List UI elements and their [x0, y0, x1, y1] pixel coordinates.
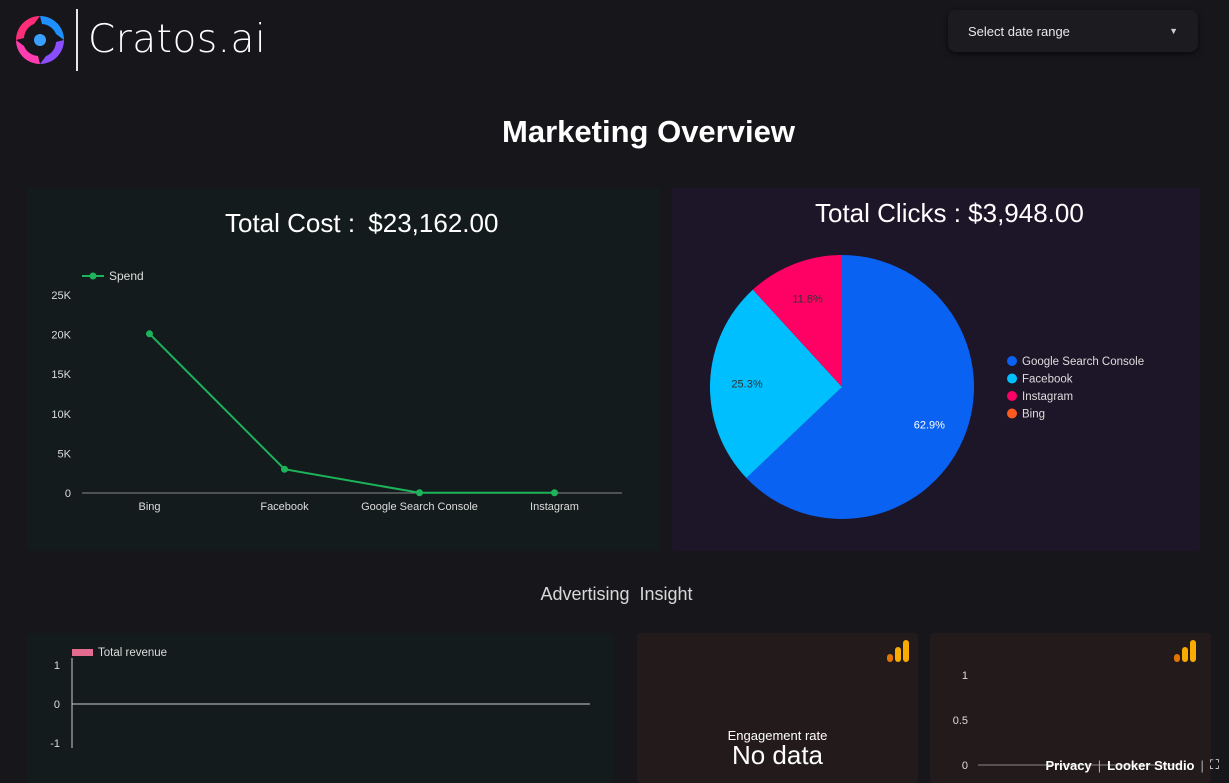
y-tick-label: 0.5: [953, 715, 968, 727]
y-tick-label: 1: [962, 670, 968, 682]
legend-swatch: [1007, 356, 1017, 366]
cratos-logo-icon: [16, 16, 64, 64]
legend-swatch: [1007, 408, 1017, 419]
footer-links: Privacy | Looker Studio | ⛶: [1045, 757, 1219, 773]
legend-swatch: [72, 649, 93, 656]
total-clicks-kpi: Total Clicks : $3,948.00: [815, 198, 1084, 229]
legend-label: Spend: [109, 269, 144, 283]
total-clicks-label: Total Clicks :: [815, 198, 961, 228]
page-title: Marketing Overview: [502, 114, 795, 149]
y-tick-label: 10K: [51, 409, 71, 421]
analytics-panel: 1 0.5 0: [930, 633, 1211, 783]
pie-slice-label: 11.8%: [792, 293, 823, 305]
spend-data-point: [416, 489, 423, 497]
y-tick-label: 15K: [51, 369, 71, 381]
total-cost-kpi: Total Cost : $23,162.00: [225, 208, 498, 239]
total-clicks-value: $3,948.00: [968, 198, 1084, 228]
legend-swatch: [1007, 391, 1017, 401]
x-tick-label: Bing: [138, 501, 160, 513]
footer-separator: |: [1097, 757, 1102, 773]
legend-label: Total revenue: [98, 647, 167, 659]
total-clicks-panel: Total Clicks : $3,948.00 62.9% 25.3% 11.8%…: [672, 188, 1200, 551]
y-tick-label: 0: [54, 699, 60, 711]
y-tick-label: -1: [50, 738, 60, 750]
footer-separator: |: [1200, 757, 1204, 773]
pie-slice: [752, 255, 842, 387]
legend-label: Facebook: [1022, 374, 1073, 386]
total-cost-value: $23,162.00: [368, 208, 499, 238]
spend-series-line: [148, 333, 555, 494]
x-tick-label: Instagram: [530, 501, 579, 513]
y-tick-label: 1: [54, 660, 60, 672]
y-tick-label: 0: [65, 488, 71, 500]
legend-label: Instagram: [1022, 391, 1073, 403]
y-tick-label: 20K: [51, 330, 71, 342]
legend-point-swatch: [89, 272, 97, 280]
analytics-bars-icon: [1174, 640, 1196, 662]
privacy-link[interactable]: Privacy: [1045, 757, 1092, 773]
spend-data-point: [281, 465, 288, 473]
brand-name: Cratos.ai: [88, 17, 267, 62]
engagement-rate-label: Engagement rate: [727, 728, 828, 743]
caret-down-icon: ▼: [1169, 26, 1178, 36]
date-range-label: Select date range: [968, 23, 1070, 39]
y-tick-label: 25K: [51, 290, 71, 302]
spend-line-chart: 0 5K 10K 15K 20K 25K Bing Facebook Google Search…: [51, 269, 622, 513]
analytics-line-chart: 10.50: [953, 670, 1180, 772]
x-tick-label: Google Search Console: [361, 501, 478, 513]
revenue-line-chart: Total revenue 1 0 -1: [50, 647, 590, 750]
date-range-select[interactable]: Select date range ▼: [948, 10, 1198, 52]
total-cost-panel: Total Cost : $23,162.00 0 5K 10K 15K 20K 25K B…: [27, 188, 660, 551]
pie-slice: [746, 255, 974, 519]
spend-data-point: [551, 489, 558, 497]
legend-swatch: [1007, 373, 1017, 384]
advertising-insight-subtitle: Advertising Insight: [540, 584, 693, 604]
revenue-panel: Total revenue 1 0 -1: [27, 633, 613, 783]
logo-divider: [76, 9, 78, 71]
pie-slice-label: 25.3%: [731, 379, 762, 391]
clicks-pie-chart: 62.9% 25.3% 11.8% Google Search Console Face…: [710, 255, 1144, 519]
pie-slice: [710, 289, 842, 478]
legend-label: Bing: [1022, 409, 1045, 421]
spend-data-point: [146, 330, 153, 338]
engagement-panel: Engagement rate No data: [637, 633, 918, 783]
x-tick-label: Facebook: [260, 501, 309, 513]
analytics-bars-icon: [887, 640, 909, 662]
legend-label: Google Search Console: [1022, 356, 1144, 368]
engagement-rate-value: No data: [731, 740, 824, 770]
total-cost-label: Total Cost :: [225, 208, 356, 238]
pie-slice-label: 62.9%: [914, 419, 945, 431]
y-tick-label: 5K: [58, 448, 72, 460]
looker-studio-link[interactable]: Looker Studio: [1107, 757, 1195, 773]
y-tick-label: 0: [962, 760, 968, 772]
fullscreen-icon[interactable]: ⛶: [1209, 757, 1219, 772]
